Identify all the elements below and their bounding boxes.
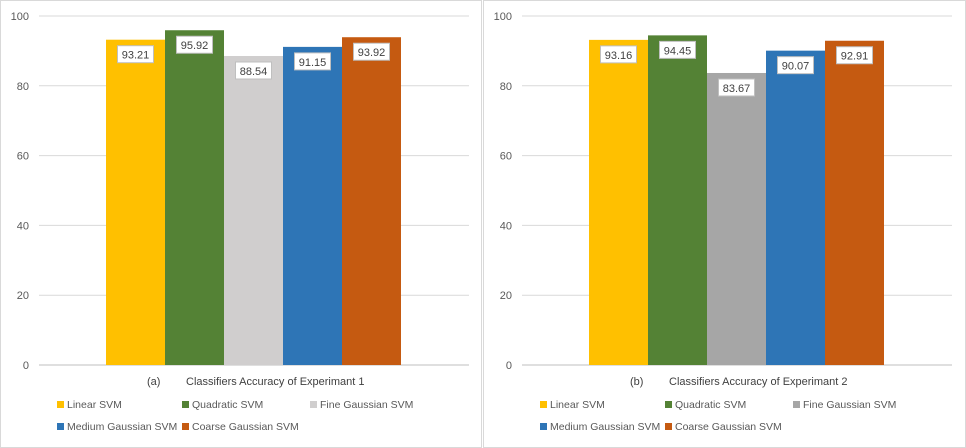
chart-a-data-label-text: 91.15 (299, 57, 327, 69)
chart-b-legend-swatch (540, 423, 547, 430)
chart-b-data-label-medium-gaussian-svm: 90.07 (777, 56, 814, 75)
chart-b-data-label-box (777, 56, 814, 75)
chart-a-data-label-box (117, 45, 154, 64)
chart-a-data-label-quadratic-svm: 95.92 (176, 35, 213, 54)
chart-a-legend-label: Quadratic SVM (192, 399, 263, 411)
chart-a-bar-medium-gaussian-svm (283, 46, 342, 365)
chart-a-data-label-coarse-gaussian-svm: 93.92 (353, 42, 390, 61)
chart-a-legend-label: Fine Gaussian SVM (320, 399, 413, 411)
chart-a-legend-item-quadratic-svm: Quadratic SVM (182, 399, 263, 411)
chart-a-legend-label: Linear SVM (67, 399, 122, 411)
chart-b-caption: Classifiers Accuracy of Experimant 2 (669, 376, 848, 388)
chart-b-svg: 0 20 40 60 80 100 93.16 94.45 83.67 90.07 92.91 (b)… (494, 11, 952, 433)
chart-b-bar-fine-gaussian-svm (707, 72, 766, 365)
chart-b-bar-medium-gaussian-svm (766, 50, 825, 365)
chart-a-legend-item-fine-gaussian-svm: Fine Gaussian SVM (310, 399, 413, 411)
chart-b-data-label-box (659, 40, 696, 59)
chart-a-data-label-text: 93.92 (358, 47, 386, 59)
chart-a-y-tick-label: 80 (17, 81, 29, 93)
chart-a-data-label-text: 93.21 (122, 50, 150, 62)
chart-b-data-label-box (836, 46, 873, 65)
chart-a-data-label-box (294, 52, 331, 71)
chart-b-bar-coarse-gaussian-svm (825, 40, 884, 365)
chart-a-y-tick-label: 60 (17, 151, 29, 163)
chart-b-y-tick-label: 0 (506, 360, 512, 372)
chart-a-bar-coarse-gaussian-svm (342, 37, 401, 365)
chart-a-legend-item-medium-gaussian-svm: Medium Gaussian SVM (57, 421, 177, 433)
chart-b-data-label-text: 83.67 (723, 83, 751, 95)
chart-b-legend-label: Medium Gaussian SVM (550, 421, 660, 433)
chart-a-legend-label: Medium Gaussian SVM (67, 421, 177, 433)
chart-a-data-label-linear-svm: 93.21 (117, 45, 154, 64)
chart-a-data-label-box (235, 61, 272, 80)
chart-a-legend-swatch (57, 423, 64, 430)
chart-a-svg: 0 20 40 60 80 100 93.21 95.92 88.54 91.15 93.92 (a)… (11, 11, 469, 433)
chart-b-legend-swatch (540, 401, 547, 408)
chart-b-legend-label: Coarse Gaussian SVM (675, 421, 782, 433)
chart-b-legend-label: Fine Gaussian SVM (803, 399, 896, 411)
chart-b-data-label-text: 92.91 (841, 51, 869, 63)
chart-b-data-label-linear-svm: 93.16 (600, 45, 637, 64)
chart-b-legend-swatch (793, 401, 800, 408)
chart-b-y-tick-label: 80 (500, 81, 512, 93)
chart-a-bar-fine-gaussian-svm (224, 55, 283, 366)
chart-a-y-tick-label: 0 (23, 360, 29, 372)
chart-a-legend-swatch (182, 423, 189, 430)
chart-a-legend-swatch (57, 401, 64, 408)
chart-a-legend-swatch (310, 401, 317, 408)
chart-a-data-label-medium-gaussian-svm: 91.15 (294, 52, 331, 71)
chart-b-legend-item-medium-gaussian-svm: Medium Gaussian SVM (540, 421, 660, 433)
chart-b-legend-label: Linear SVM (550, 399, 605, 411)
chart-b-legend-label: Quadratic SVM (675, 399, 746, 411)
chart-a-y-tick-label: 100 (11, 11, 29, 23)
chart-a-legend-item-linear-svm: Linear SVM (57, 399, 122, 411)
chart-a-panel-label: (a) (147, 376, 160, 388)
chart-b-legend-item-fine-gaussian-svm: Fine Gaussian SVM (793, 399, 896, 411)
chart-a-data-label-fine-gaussian-svm: 88.54 (235, 61, 272, 80)
chart-b-legend-item-coarse-gaussian-svm: Coarse Gaussian SVM (665, 421, 782, 433)
chart-b-bar-quadratic-svm (648, 35, 707, 365)
chart-a-legend-swatch (182, 401, 189, 408)
chart-b-y-tick-label: 40 (500, 220, 512, 232)
chart-b-data-label-coarse-gaussian-svm: 92.91 (836, 46, 873, 65)
chart-b-legend-swatch (665, 423, 672, 430)
chart-a-legend-item-coarse-gaussian-svm: Coarse Gaussian SVM (182, 421, 299, 433)
chart-panel-b: 0 20 40 60 80 100 93.16 94.45 83.67 90.07 92.91 (b)… (483, 0, 966, 448)
chart-a-data-label-text: 95.92 (181, 40, 209, 52)
chart-panel-a: 0 20 40 60 80 100 93.21 95.92 88.54 91.15 93.92 (a)… (0, 0, 482, 448)
chart-b-legend-item-linear-svm: Linear SVM (540, 399, 605, 411)
chart-a-y-tick-label: 20 (17, 290, 29, 302)
chart-b-legend-swatch (665, 401, 672, 408)
chart-b-y-tick-label: 20 (500, 290, 512, 302)
chart-b-bar-linear-svm (589, 39, 648, 365)
chart-b-data-label-text: 90.07 (782, 61, 810, 73)
chart-b-data-label-text: 94.45 (664, 45, 692, 57)
chart-a-bar-quadratic-svm (165, 30, 224, 366)
chart-a-bar-linear-svm (106, 39, 165, 365)
chart-a-legend-label: Coarse Gaussian SVM (192, 421, 299, 433)
chart-b-y-tick-label: 100 (494, 11, 512, 23)
chart-a-data-label-box (176, 35, 213, 54)
chart-b-data-label-quadratic-svm: 94.45 (659, 40, 696, 59)
chart-a-data-label-box (353, 42, 390, 61)
chart-a-caption: Classifiers Accuracy of Experimant 1 (186, 376, 365, 388)
chart-b-data-label-fine-gaussian-svm: 83.67 (718, 78, 755, 97)
chart-b-data-label-box (600, 45, 637, 64)
chart-a-y-tick-label: 40 (17, 220, 29, 232)
chart-b-y-tick-label: 60 (500, 151, 512, 163)
chart-b-panel-label: (b) (630, 376, 643, 388)
chart-b-data-label-box (718, 78, 755, 97)
chart-b-legend-item-quadratic-svm: Quadratic SVM (665, 399, 746, 411)
chart-b-data-label-text: 93.16 (605, 50, 633, 62)
chart-a-data-label-text: 88.54 (240, 66, 268, 78)
